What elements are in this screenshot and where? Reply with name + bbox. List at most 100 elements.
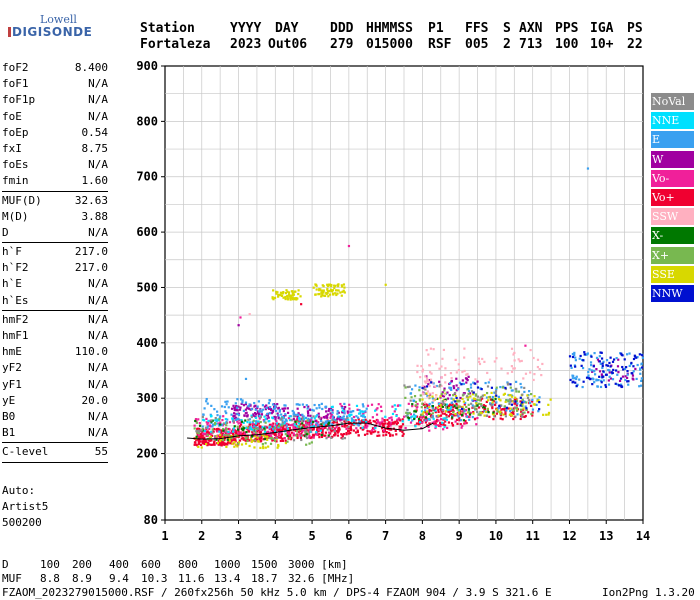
- echo-point: [462, 412, 465, 415]
- echo-point: [337, 285, 340, 288]
- parameter-row: B1 N/A: [2, 425, 108, 441]
- echo-point: [620, 383, 623, 386]
- echo-point: [393, 410, 396, 413]
- echo-point: [464, 409, 468, 412]
- echo-point: [321, 407, 324, 411]
- echo-point: [299, 295, 302, 298]
- header-value: 2: [503, 37, 511, 52]
- echo-point: [273, 296, 277, 299]
- echo-point: [370, 403, 374, 406]
- echo-point: [526, 396, 530, 400]
- echo-point: [234, 416, 238, 419]
- echo-point: [459, 413, 462, 416]
- echo-point: [476, 395, 480, 398]
- echo-point: [625, 353, 629, 356]
- echo-point: [208, 427, 211, 431]
- echo-point: [249, 426, 252, 429]
- muf-value: 13.4: [214, 572, 241, 585]
- echo-point: [419, 394, 422, 397]
- echo-point: [573, 351, 576, 355]
- echo-point: [343, 432, 346, 436]
- echo-point: [494, 390, 498, 393]
- echo-point: [265, 404, 268, 407]
- parameter-row: foE N/A: [2, 109, 108, 125]
- echo-point: [413, 395, 417, 398]
- echo-point: [521, 415, 524, 418]
- parameter-name: foEs: [2, 158, 29, 172]
- echo-point: [370, 432, 373, 435]
- echo-point: [315, 288, 318, 291]
- echo-point: [397, 417, 400, 420]
- muf-value: 10.3: [141, 572, 168, 585]
- echo-point: [264, 430, 267, 433]
- echo-point: [515, 406, 519, 410]
- echo-point: [395, 422, 398, 426]
- echo-point: [470, 390, 474, 393]
- echo-point: [309, 430, 312, 433]
- parameter-name: D: [2, 225, 9, 239]
- echo-point: [309, 414, 312, 417]
- echo-point: [526, 394, 529, 397]
- echo-point: [486, 408, 489, 411]
- echo-point: [547, 411, 551, 415]
- echo-point: [387, 421, 391, 424]
- echo-point: [298, 403, 301, 406]
- echo-point: [635, 356, 638, 359]
- echo-point: [475, 423, 478, 426]
- echo-point: [267, 402, 271, 405]
- echo-point: [311, 408, 314, 412]
- echo-point: [215, 419, 218, 423]
- echo-point: [300, 438, 303, 442]
- echo-point: [501, 386, 505, 389]
- echo-point: [428, 380, 431, 384]
- legend-item-x-: X+: [651, 246, 694, 264]
- echo-point: [423, 411, 426, 414]
- echo-point: [216, 410, 219, 413]
- y-tick-label: 80: [144, 513, 158, 527]
- echo-point: [323, 434, 326, 437]
- echo-point: [275, 440, 278, 443]
- echo-point: [277, 430, 280, 433]
- echo-point: [512, 409, 515, 412]
- echo-point: [296, 419, 299, 422]
- echo-point: [337, 415, 340, 418]
- echo-point: [337, 426, 341, 430]
- echo-point: [522, 407, 525, 410]
- echo-point: [198, 430, 201, 433]
- echo-point: [268, 419, 271, 423]
- echo-point: [269, 442, 273, 445]
- echo-point: [204, 432, 207, 435]
- echo-point: [506, 372, 509, 375]
- echo-point: [293, 423, 296, 426]
- echo-point: [345, 427, 348, 430]
- echo-point: [432, 348, 435, 351]
- echo-point: [415, 404, 418, 407]
- echo-point: [510, 389, 513, 392]
- echo-point: [266, 414, 270, 417]
- echo-point: [242, 428, 245, 432]
- echo-point: [277, 423, 280, 426]
- echo-point: [283, 404, 286, 407]
- parameter-name: hmE: [2, 345, 22, 359]
- echo-point: [384, 415, 387, 418]
- echo-point: [444, 405, 448, 409]
- echo-point: [477, 360, 481, 363]
- echo-point: [444, 373, 447, 377]
- echo-point: [334, 284, 337, 287]
- echo-point: [265, 406, 268, 410]
- echo-point: [490, 391, 493, 395]
- echo-point: [499, 399, 502, 402]
- muf-label: MUF: [2, 572, 22, 585]
- echo-point: [358, 421, 362, 424]
- echo-point: [435, 362, 438, 365]
- echo-point: [343, 407, 346, 411]
- echo-point: [243, 414, 246, 417]
- echo-point: [388, 428, 391, 431]
- echo-point: [512, 407, 515, 410]
- echo-point: [233, 417, 236, 420]
- echo-point: [292, 417, 295, 421]
- echo-point: [323, 416, 326, 419]
- echo-point: [312, 420, 315, 424]
- echo-point: [297, 412, 300, 415]
- echo-point: [516, 413, 519, 416]
